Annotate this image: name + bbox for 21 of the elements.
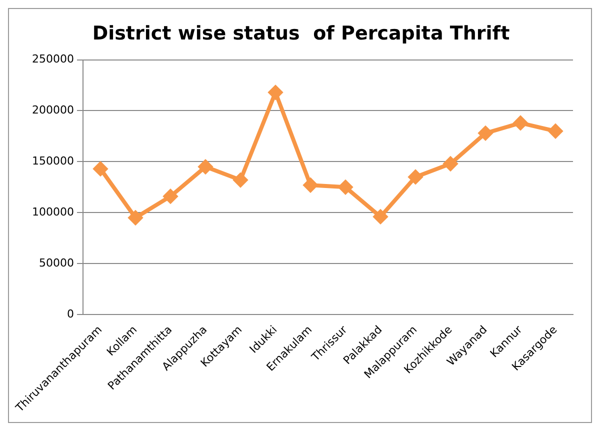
- point: [338, 180, 352, 194]
- point: [373, 210, 388, 224]
- point: [128, 210, 142, 225]
- point: [444, 156, 458, 171]
- y-tick-label: 0: [66, 307, 74, 320]
- chart-title: District wise status of Percapita Thrift: [92, 22, 510, 44]
- point: [268, 85, 282, 100]
- point: [233, 173, 248, 188]
- point: [408, 170, 422, 184]
- point: [303, 178, 318, 192]
- point: [514, 116, 528, 130]
- point: [548, 124, 562, 138]
- y-tick-label: 100000: [32, 206, 74, 219]
- y-tick-label: 150000: [32, 154, 74, 168]
- point: [198, 160, 212, 174]
- y-tick-label: 250000: [32, 52, 74, 66]
- point: [163, 189, 178, 204]
- y-tick-label: 200000: [32, 104, 74, 117]
- point: [93, 162, 108, 176]
- point: [478, 126, 492, 140]
- y-tick-label: 50000: [38, 256, 74, 270]
